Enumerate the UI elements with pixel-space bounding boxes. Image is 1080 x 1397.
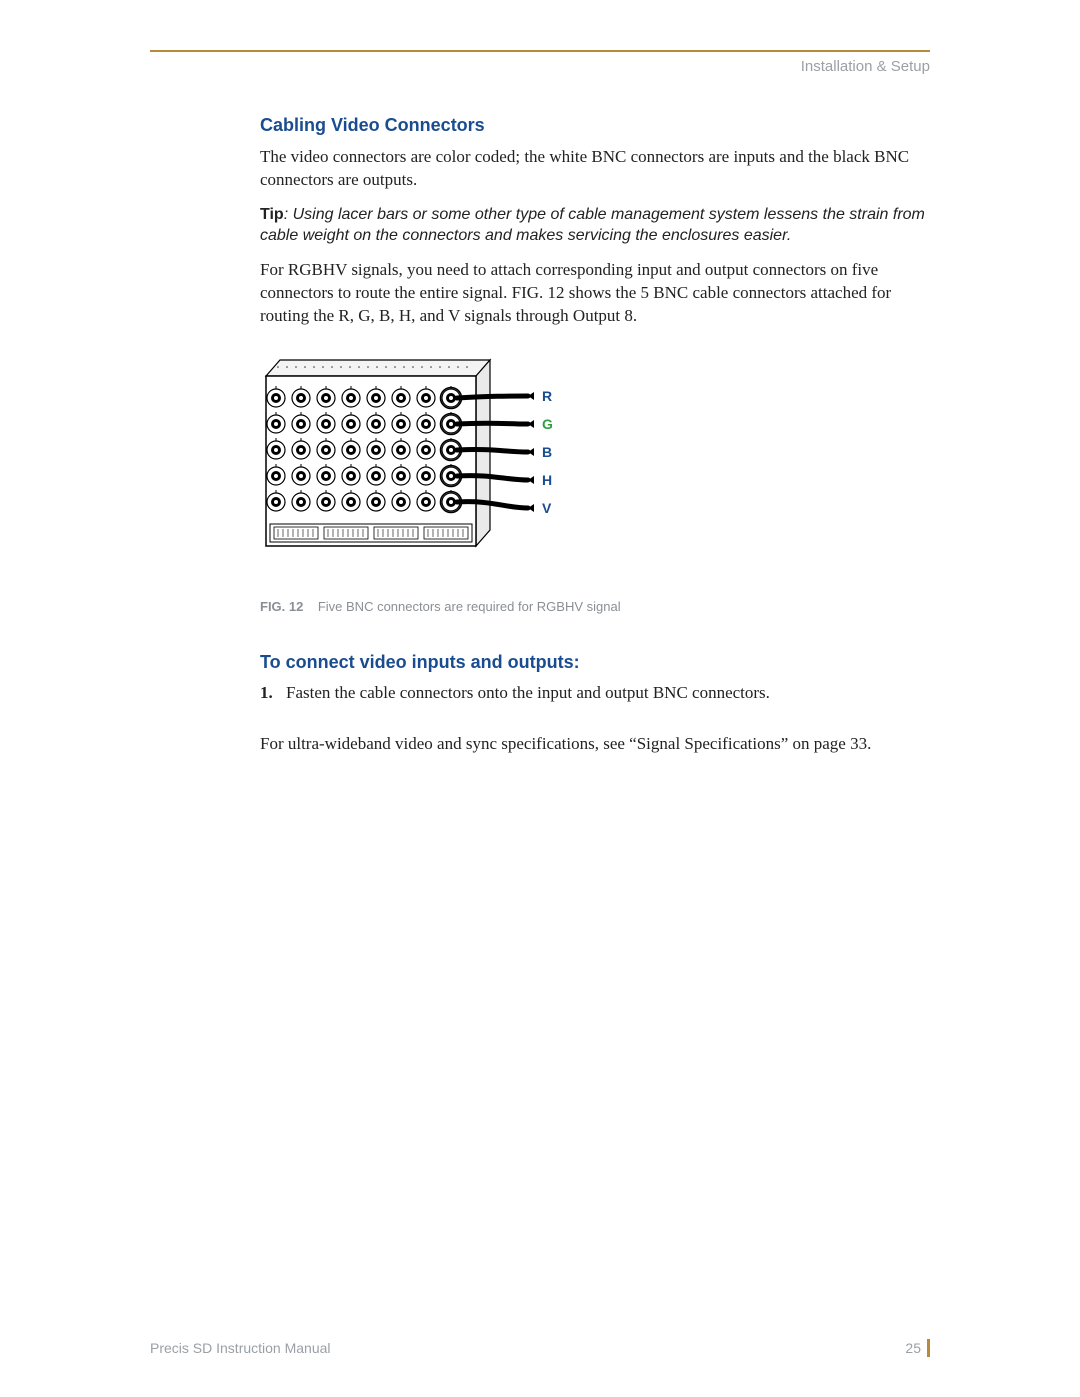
paragraph-tip: Tip: Using lacer bars or some other type… (260, 204, 930, 247)
figure-number: FIG. 12 (260, 599, 303, 614)
figure-caption-text: Five BNC connectors are required for RGB… (318, 599, 621, 614)
tip-body: : Using lacer bars or some other type of… (260, 206, 925, 245)
step-1: 1. Fasten the cable connectors onto the … (260, 683, 930, 703)
signal-label-b: B (542, 444, 552, 460)
signal-label-r: R (542, 388, 552, 404)
figure-12: RGBHV FIG. 12 Five BNC connectors are re… (260, 346, 930, 614)
header-section-label: Installation & Setup (150, 58, 930, 75)
content-area: Cabling Video Connectors The video conne… (260, 115, 930, 756)
footer-accent-bar (927, 1339, 930, 1357)
paragraph-intro: The video connectors are color coded; th… (260, 146, 930, 192)
page-footer: Precis SD Instruction Manual 25 (150, 1339, 930, 1357)
step-text: Fasten the cable connectors onto the inp… (286, 683, 770, 703)
heading-cabling-video-connectors: Cabling Video Connectors (260, 115, 930, 136)
tip-label: Tip (260, 206, 284, 223)
signal-label-v: V (542, 500, 552, 516)
footer-page-number: 25 (905, 1340, 921, 1356)
figure-caption: FIG. 12 Five BNC connectors are required… (260, 599, 930, 614)
footer-doc-title: Precis SD Instruction Manual (150, 1340, 331, 1356)
bnc-diagram: RGBHV (260, 346, 580, 591)
step-number: 1. (260, 683, 286, 703)
footer-page-area: 25 (905, 1339, 930, 1357)
heading-connect-video-io: To connect video inputs and outputs: (260, 652, 930, 673)
signal-label-g: G (542, 416, 553, 432)
signal-label-h: H (542, 472, 552, 488)
paragraph-rgbhv: For RGBHV signals, you need to attach co… (260, 259, 930, 328)
paragraph-signal-spec-ref: For ultra-wideband video and sync specif… (260, 733, 930, 756)
header-rule (150, 50, 930, 52)
